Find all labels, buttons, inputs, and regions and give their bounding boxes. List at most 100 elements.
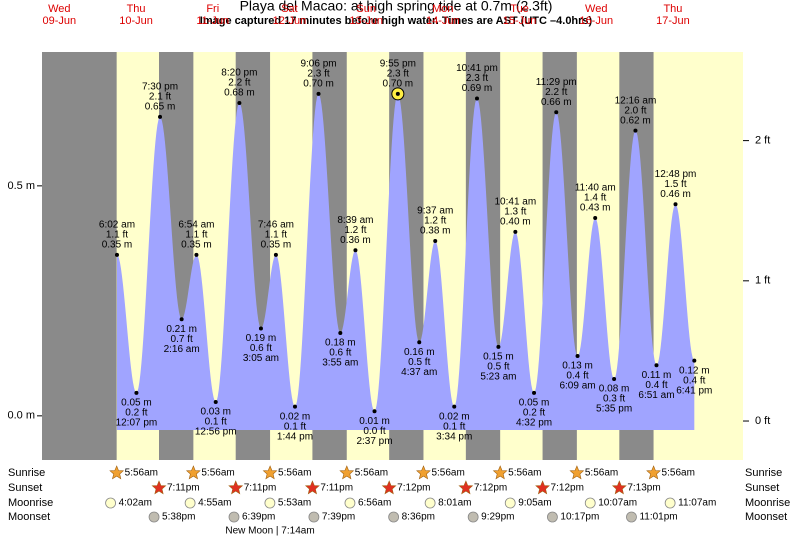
moonrise-time: 11:07am bbox=[678, 498, 716, 509]
moonrise-time: 10:07am bbox=[598, 498, 637, 509]
sunrise-time: 5:56am bbox=[585, 468, 618, 479]
tide-label: 2.3 ft bbox=[307, 68, 329, 79]
tide-label: 0.4 ft bbox=[645, 380, 667, 391]
date-label: 16-Jun bbox=[579, 15, 613, 27]
tide-label: 0.35 m bbox=[181, 239, 212, 250]
moonset-icon bbox=[547, 511, 558, 523]
tide-point bbox=[673, 202, 678, 207]
tide-label: 4:32 pm bbox=[516, 417, 552, 428]
moonset-time: 5:38pm bbox=[162, 512, 195, 523]
date-label: 14-Jun bbox=[426, 15, 460, 27]
tide-label: 0.35 m bbox=[261, 239, 292, 250]
sunset-icon bbox=[151, 480, 167, 495]
tide-label: 0.70 m bbox=[383, 78, 414, 89]
date-label: 15-Jun bbox=[503, 15, 537, 27]
tide-point bbox=[114, 252, 119, 257]
tide-label: 10:41 am bbox=[494, 196, 536, 207]
sunset-icon bbox=[381, 480, 397, 495]
tide-point bbox=[654, 363, 659, 368]
sunrise-icon bbox=[416, 465, 431, 480]
tide-label: 0.68 m bbox=[224, 88, 255, 99]
sunset-time: 7:11pm bbox=[244, 483, 277, 494]
tide-label: 0.5 ft bbox=[408, 357, 430, 368]
moonset-icon bbox=[228, 511, 240, 523]
y2-tick-label: 2 ft bbox=[755, 135, 770, 147]
date-label: 17-Jun bbox=[656, 15, 690, 27]
tide-label: 6:02 am bbox=[99, 219, 135, 230]
row-label: Moonrise bbox=[8, 497, 53, 509]
sunrise-icon bbox=[109, 465, 125, 480]
tide-label: 0.08 m bbox=[599, 384, 630, 395]
tide-label: 0.2 ft bbox=[125, 407, 147, 418]
tide-label: 3:34 pm bbox=[436, 431, 472, 442]
sunrise-time: 5:56am bbox=[355, 468, 388, 479]
sunrise-time: 5:56am bbox=[662, 468, 695, 479]
tide-label: 0.0 ft bbox=[363, 426, 385, 437]
water-area bbox=[116, 93, 695, 431]
date-label: 10-Jun bbox=[119, 15, 153, 27]
tide-point bbox=[612, 377, 617, 382]
tide-point bbox=[474, 96, 479, 101]
moonset-icon bbox=[467, 511, 479, 523]
tide-label: 12:48 pm bbox=[655, 169, 697, 180]
tide-point bbox=[338, 331, 343, 336]
date-label: 13-Jun bbox=[349, 15, 383, 27]
row-label: Sunset bbox=[745, 482, 779, 494]
sunrise-time: 5:56am bbox=[201, 468, 234, 479]
sunset-icon bbox=[228, 480, 244, 495]
sunrise-icon bbox=[339, 465, 355, 480]
weekday-label: Tue bbox=[510, 3, 529, 15]
tide-label: 0.05 m bbox=[519, 397, 550, 408]
sunrise-icon bbox=[185, 465, 201, 480]
tide-point bbox=[532, 390, 537, 395]
moonrise-icon bbox=[344, 497, 356, 509]
tide-label: 0.19 m bbox=[246, 333, 277, 344]
tide-label: 0.02 m bbox=[280, 411, 311, 422]
tide-point bbox=[316, 91, 321, 96]
tide-label: 1.4 ft bbox=[584, 193, 606, 204]
tide-point bbox=[692, 358, 697, 363]
tide-label: 0.1 ft bbox=[205, 417, 227, 428]
tide-label: 2:37 pm bbox=[356, 436, 392, 447]
tide-label: 3:05 am bbox=[243, 353, 279, 364]
tide-label: 2.1 ft bbox=[149, 91, 171, 102]
date-label: 12-Jun bbox=[273, 15, 307, 27]
sunrise-time: 5:56am bbox=[431, 468, 464, 479]
tide-point bbox=[194, 252, 199, 257]
sunset-time: 7:12pm bbox=[551, 483, 584, 494]
tide-label: 1.3 ft bbox=[504, 206, 526, 217]
tide-label: 0.35 m bbox=[102, 239, 133, 250]
tide-label: 1:44 pm bbox=[277, 431, 313, 442]
tide-label: 0.38 m bbox=[420, 226, 451, 237]
sunrise-time: 5:56am bbox=[278, 468, 311, 479]
tide-point bbox=[554, 110, 559, 115]
tide-label: 0.6 ft bbox=[329, 348, 351, 359]
tide-label: 7:46 am bbox=[258, 219, 294, 230]
tide-point bbox=[513, 229, 518, 234]
moonrise-time: 9:05am bbox=[518, 498, 551, 509]
moonset-icon bbox=[308, 511, 320, 523]
weekday-label: Sun bbox=[356, 3, 376, 15]
tide-label: 5:23 am bbox=[480, 371, 516, 382]
tide-label: 12:16 am bbox=[615, 95, 657, 106]
sunset-icon bbox=[611, 480, 627, 495]
tide-label: 6:09 am bbox=[559, 381, 595, 392]
moonset-icon bbox=[626, 511, 637, 523]
moonrise-icon bbox=[424, 497, 436, 509]
tide-point bbox=[417, 340, 422, 345]
tide-label: 1.5 ft bbox=[664, 179, 686, 190]
row-label: Sunrise bbox=[8, 467, 45, 479]
tide-label: 0.66 m bbox=[541, 97, 572, 108]
tide-label: 2.3 ft bbox=[387, 68, 409, 79]
moonset-time: 9:29pm bbox=[481, 512, 514, 523]
moonrise-icon bbox=[184, 497, 196, 509]
sunset-time: 7:13pm bbox=[627, 483, 660, 494]
tide-point bbox=[258, 326, 263, 331]
tide-point bbox=[372, 409, 377, 414]
chart-title: Playa del Macao: at high spring tide at … bbox=[240, 0, 553, 14]
sunrise-time: 5:56am bbox=[125, 468, 158, 479]
tide-label: 8:39 am bbox=[337, 215, 373, 226]
tide-label: 5:35 pm bbox=[596, 404, 632, 415]
tide-point bbox=[433, 239, 438, 244]
tide-label: 0.43 m bbox=[580, 203, 611, 214]
